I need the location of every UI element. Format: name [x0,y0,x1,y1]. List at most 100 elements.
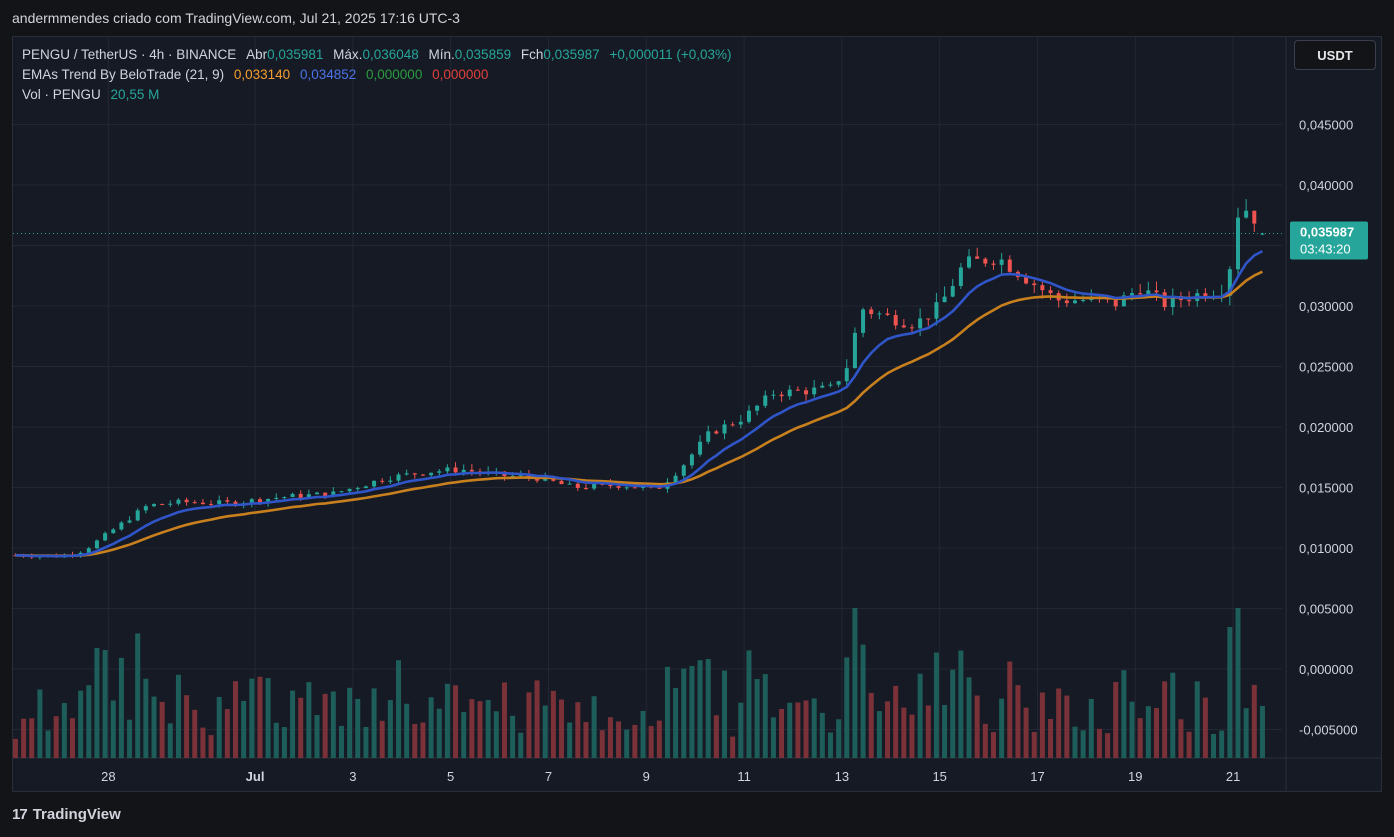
volume-bar [827,732,833,758]
volume-bar [982,723,988,758]
candle-body [608,483,613,487]
candle-body [934,302,939,319]
candle-body [143,506,148,511]
volume-bar [990,732,996,758]
volume-bar [795,702,801,758]
legend-vol-name[interactable]: Vol · PENGU [22,87,101,102]
volume-bar [428,697,434,758]
volume-bar [933,652,939,758]
volume-bar [143,678,149,758]
x-tick-label: 28 [101,769,115,784]
candle-body [461,469,466,473]
candle-body [893,315,898,326]
candle-body [192,502,197,504]
legend-symbol-row[interactable]: PENGU / TetherUS · 4h · BINANCE Abr0,035… [22,45,732,65]
candle-body [225,500,230,502]
candle-body [372,480,377,487]
candle-body [1235,217,1240,270]
x-tick-label: 21 [1226,769,1240,784]
volume-bar [868,692,874,758]
volume-bar [689,665,695,758]
candle-body [885,313,890,316]
legend-symbol[interactable]: PENGU / TetherUS · 4h · BINANCE [22,47,237,62]
candle-body [559,480,564,485]
candle-body [315,492,320,495]
y-tick-label: 0,000000 [1299,662,1353,677]
candle-body [706,431,711,442]
chart-caption: andermmendes criado com TradingView.com,… [12,10,460,26]
candle-body [1154,290,1159,293]
x-tick-label: 3 [349,769,356,784]
volume-bar [656,720,662,758]
y-tick-label: 0,030000 [1299,299,1353,314]
volume-bar [200,727,206,758]
volume-bar [1031,731,1037,758]
y-tick-label: 0,020000 [1299,420,1353,435]
candle-body [282,497,287,499]
candle-body [1244,210,1249,218]
volume-bar [942,704,948,758]
candle-body [331,491,336,497]
volume-bar [330,691,336,758]
candle-body [86,548,91,553]
price-tag-box [1290,221,1368,260]
y-tick-label: 0,025000 [1299,360,1353,375]
volume-bar [281,727,287,758]
candle-body [901,325,906,328]
volume-bar [1023,707,1029,758]
volume-bar [371,688,377,758]
tradingview-brand[interactable]: 17 TradingView [12,806,121,823]
candle-body [1032,283,1037,286]
y-tick-label: 0,010000 [1299,541,1353,556]
x-tick-label: 7 [545,769,552,784]
candle-body [795,389,800,391]
volume-bar [347,687,353,758]
volume-bar [681,668,687,758]
volume-bar [1039,692,1045,758]
volume-bar [534,680,540,758]
volume-bar [363,726,369,758]
volume-bar [241,700,247,758]
volume-bar [477,701,483,758]
candle-body [453,467,458,473]
volume-bar [94,647,100,758]
legend-ema-v3: 0,000000 [366,67,423,82]
volume-bar [1186,731,1192,758]
volume-bar [779,708,785,758]
candle-body [689,454,694,466]
volume-bar [396,660,402,758]
volume-bar [322,693,328,758]
volume-bar [1064,695,1070,758]
candle-body [1024,277,1029,284]
volume-bar [673,688,679,758]
candle-body [396,474,401,481]
currency-button[interactable]: USDT [1294,40,1376,70]
candle-body [298,493,303,498]
chart-frame[interactable] [12,36,1382,792]
volume-bar [338,725,344,758]
volume-bar [1162,681,1168,758]
legend-volume-row[interactable]: Vol · PENGU 20,55 M [22,85,732,105]
legend-close: 0,035987 [543,47,600,62]
candle-body [844,368,849,382]
legend-ema-row[interactable]: EMAs Trend By BeloTrade (21, 9) 0,033140… [22,65,732,85]
candle-body [437,471,442,473]
volume-bar [526,692,532,758]
volume-bar [640,710,646,758]
volume-bar [249,678,255,758]
volume-bar [518,732,524,758]
volume-bar [53,716,59,758]
volume-bar [836,719,842,758]
volume-bar [453,685,459,758]
candle-body [510,475,515,477]
candle-body [518,475,523,477]
candle-body [641,486,646,489]
legend-ema-v2: 0,034852 [299,67,357,82]
candle-body [812,387,817,395]
legend-ema-name[interactable]: EMAs Trend By BeloTrade (21, 9) [22,67,225,82]
chart-legend: PENGU / TetherUS · 4h · BINANCE Abr0,035… [22,45,732,105]
x-tick-label: 9 [643,769,650,784]
volume-bar [811,698,817,758]
candle-body [787,389,792,397]
